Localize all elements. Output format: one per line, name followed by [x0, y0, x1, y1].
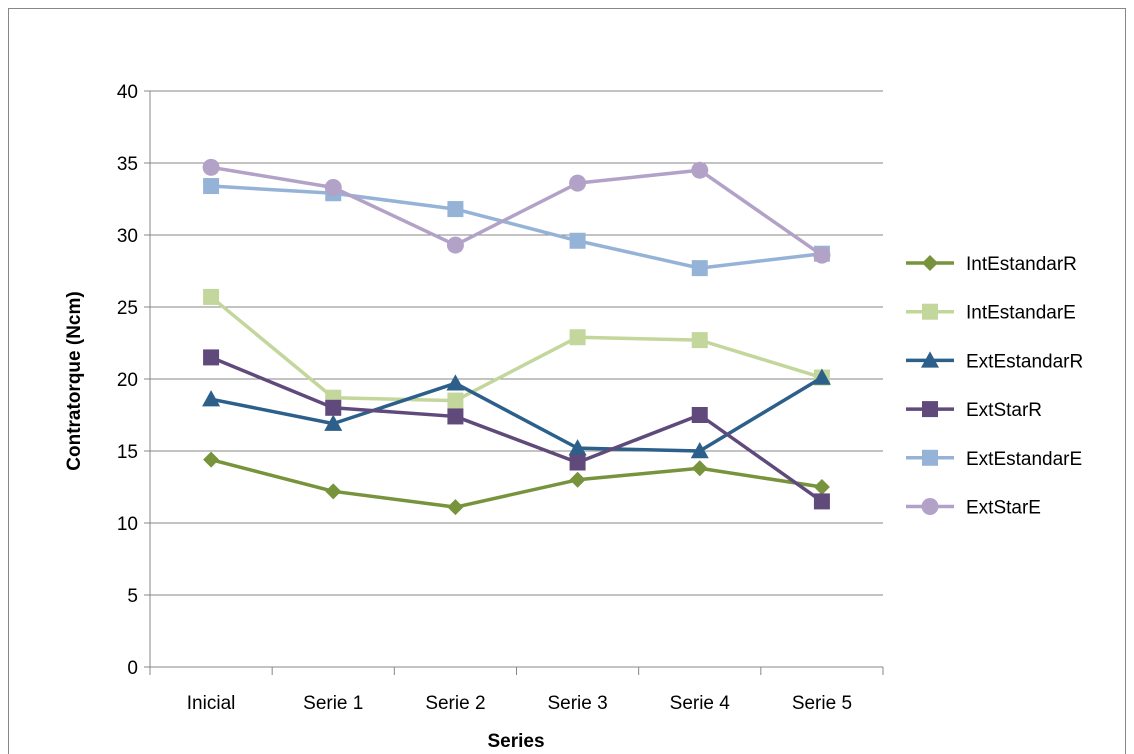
data-point	[691, 161, 709, 179]
data-point	[569, 232, 586, 249]
data-point	[691, 460, 708, 477]
x-tick-label: Serie 4	[670, 693, 731, 714]
legend-item: ExtStarE	[906, 498, 1041, 519]
x-tick-label: Serie 2	[425, 693, 485, 714]
legend-marker	[922, 303, 938, 320]
data-point	[447, 392, 464, 409]
x-tick-labels: Inicial Serie 1 Serie 2 Serie 3 Serie 4 Serie…	[187, 693, 852, 714]
legend: IntEstandarR IntEstandarE ExtEstandarR ExtS…	[906, 254, 1083, 519]
series-line	[210, 376, 823, 453]
x-tick-label: Serie 5	[792, 693, 852, 714]
data-point	[324, 178, 342, 196]
y-tick-label: 25	[117, 298, 138, 319]
x-tick-label: Serie 1	[303, 693, 363, 714]
data-point	[691, 260, 708, 277]
data-point	[813, 246, 831, 264]
series-ExtEstandarR	[202, 368, 831, 459]
y-tick-label: 35	[117, 154, 138, 175]
y-tick-label: 40	[117, 82, 138, 103]
series-ExtEstandarE	[203, 178, 830, 277]
legend-label: IntEstandarR	[966, 254, 1077, 275]
data-point	[202, 158, 220, 176]
legend-item: IntEstandarR	[906, 254, 1077, 275]
data-point	[690, 442, 709, 459]
data-point	[813, 493, 830, 510]
data-point	[812, 368, 831, 385]
data-point	[203, 349, 220, 366]
x-tick-label: Inicial	[187, 693, 236, 714]
data-point	[568, 439, 587, 456]
series-ExtStarR	[203, 349, 830, 510]
series-line	[209, 295, 823, 403]
data-point	[202, 390, 221, 407]
legend-label: ExtEstandarE	[966, 449, 1082, 470]
y-tick-labels: 0 5 10 15 20 25 30 35 40	[117, 82, 138, 679]
legend-marker	[922, 255, 938, 271]
legend-item: ExtEstandarR	[906, 351, 1083, 372]
data-point	[203, 178, 220, 195]
y-tick-label: 10	[117, 514, 138, 535]
series-line	[210, 184, 823, 270]
series-line	[210, 457, 823, 509]
chart-frame	[8, 8, 1126, 754]
gridlines	[150, 90, 883, 596]
legend-marker	[921, 498, 939, 515]
data-point	[324, 414, 343, 431]
series-line	[210, 355, 823, 503]
data-point	[325, 483, 342, 500]
data-point	[325, 399, 342, 416]
series-ExtStarE	[202, 158, 831, 264]
data-point	[569, 454, 586, 471]
data-point	[813, 479, 830, 495]
data-point	[569, 471, 586, 488]
y-tick-label: 30	[117, 226, 138, 247]
axes	[144, 90, 884, 675]
legend-marker	[922, 401, 938, 418]
data-point	[447, 499, 464, 516]
y-tick-label: 5	[127, 586, 138, 607]
series-line	[210, 165, 823, 257]
data-point	[691, 332, 708, 349]
y-tick-label: 0	[127, 658, 138, 679]
legend-item: IntEstandarE	[906, 303, 1076, 324]
legend-item: ExtStarR	[906, 400, 1042, 421]
legend-label: IntEstandarE	[966, 303, 1076, 324]
data-point	[447, 201, 464, 218]
data-point	[691, 407, 708, 423]
legend-item: ExtEstandarE	[906, 449, 1082, 470]
legend-marker	[921, 351, 939, 368]
y-tick-label: 20	[117, 370, 138, 391]
legend-marker	[922, 449, 938, 466]
legend-label: ExtStarR	[966, 400, 1042, 421]
data-point	[203, 451, 220, 468]
data-point	[446, 374, 465, 391]
data-point	[203, 288, 220, 305]
legend-label: ExtStarE	[966, 498, 1041, 519]
x-tick-label: Serie 3	[547, 693, 607, 714]
series-IntEstandarR	[203, 451, 830, 516]
data-point	[447, 408, 464, 425]
data-point	[569, 329, 586, 346]
series-lines	[202, 158, 831, 516]
data-point	[446, 236, 464, 254]
y-tick-label: 15	[117, 442, 138, 463]
x-axis-title: Series	[487, 731, 544, 752]
data-point	[569, 174, 587, 192]
legend-label: ExtEstandarR	[966, 351, 1083, 372]
y-axis-title: Contratorque (Ncm)	[64, 291, 85, 470]
